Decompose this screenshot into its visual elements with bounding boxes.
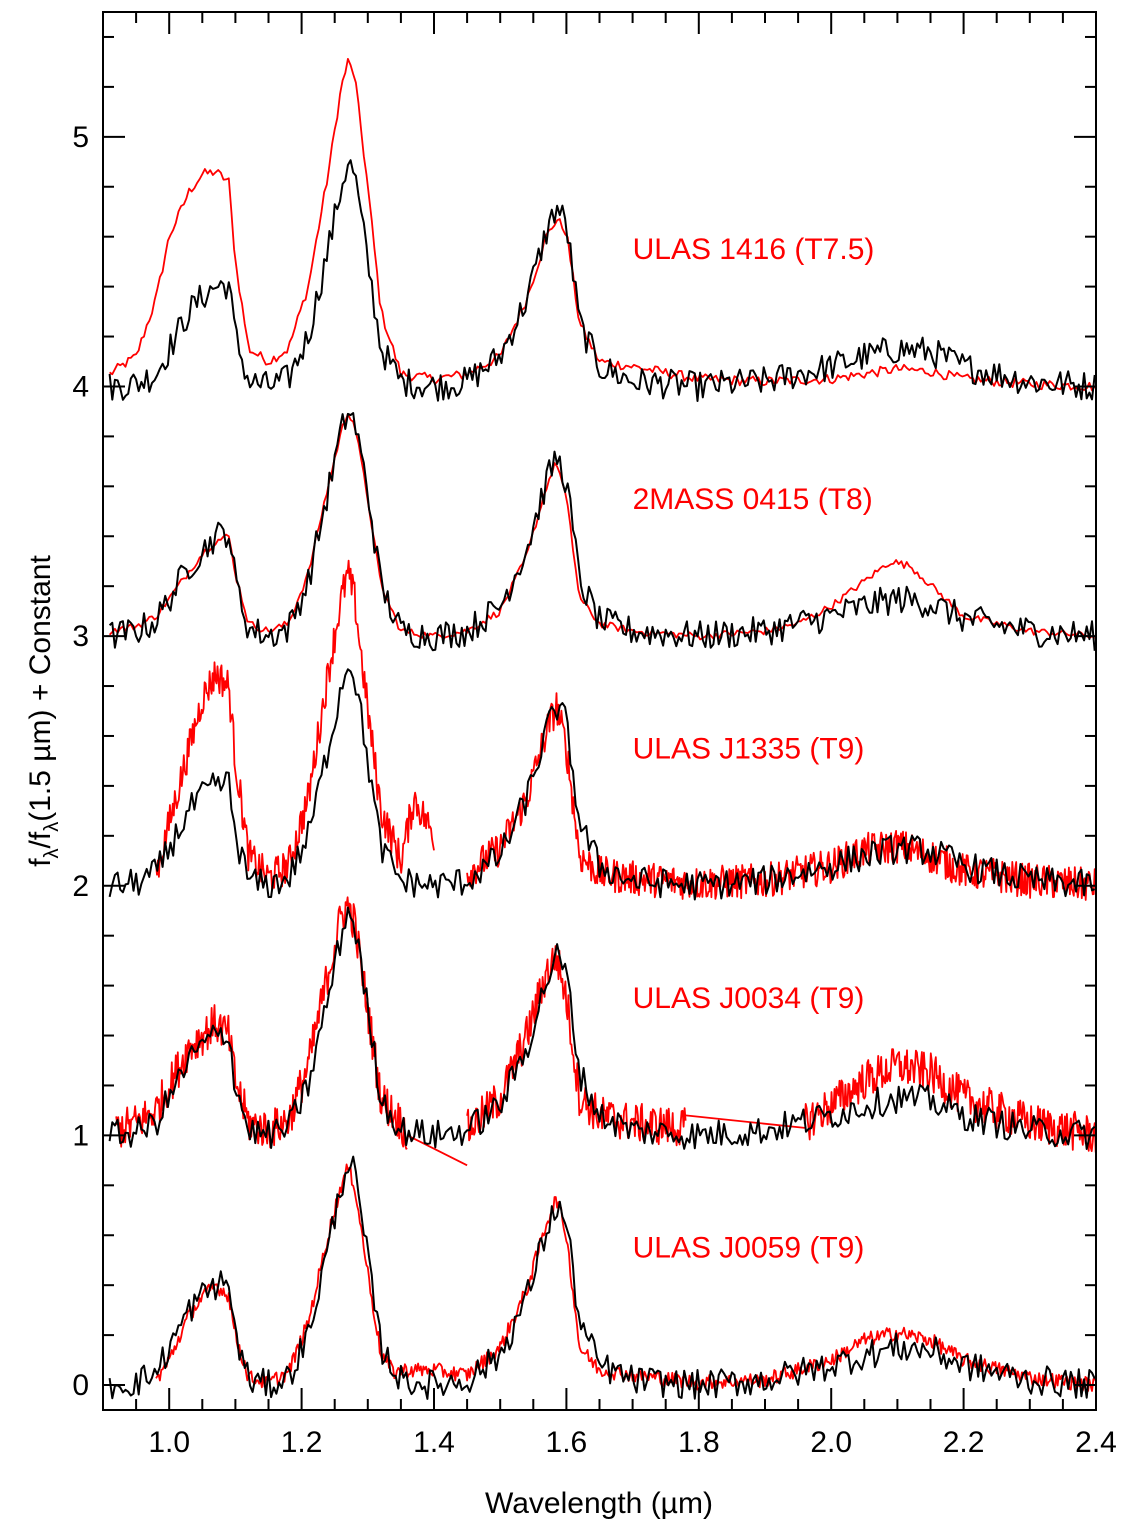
y-tick-label: 4	[72, 370, 89, 403]
x-axis-title: Wavelength (µm)	[485, 1487, 713, 1520]
series-line-3	[108, 412, 1096, 652]
x-tick-label: 1.4	[413, 1426, 455, 1459]
y-tick-label: 3	[72, 620, 89, 653]
series-line-10	[108, 1155, 1096, 1400]
x-tick-label: 1.2	[281, 1426, 323, 1459]
y-tick-label: 2	[72, 870, 89, 903]
series-layer	[108, 58, 1096, 1400]
x-tick-label: 2.0	[810, 1426, 852, 1459]
annotation-layer: ULAS 1416 (T7.5) 2MASS 0415 (T8) ULAS J133…	[633, 233, 875, 1265]
x-tick-label: 1.8	[678, 1426, 720, 1459]
series-line-7	[685, 1114, 805, 1129]
y-axis-title-sub: λ	[41, 822, 63, 832]
series-annotation: ULAS 1416 (T7.5)	[633, 233, 875, 266]
series-line-4	[466, 692, 1096, 901]
series-line-0	[109, 58, 1096, 392]
series-line-1	[108, 159, 1096, 402]
series-line-5	[108, 668, 1096, 901]
series-line-6	[115, 896, 408, 1150]
series-annotation: ULAS J0059 (T9)	[633, 1232, 865, 1265]
series-annotation: ULAS J0034 (T9)	[633, 982, 865, 1015]
series-line-6	[803, 1048, 1096, 1153]
x-tick-label: 1.0	[148, 1426, 190, 1459]
series-line-9	[155, 1163, 1096, 1392]
y-axis-title-part: f	[24, 858, 57, 867]
y-tick-label: 5	[72, 121, 89, 154]
labels-layer: 1.0 1.2 1.4 1.6 1.8 2.0 2.2 2.4 0 1 2 3 4 5	[72, 121, 1117, 1459]
series-line-7	[407, 1134, 468, 1167]
plot-frame	[102, 11, 1097, 1411]
y-axis-title-part: /f	[24, 831, 57, 848]
ticks-layer	[102, 12, 1097, 1410]
y-axis-title-part: (1.5 µm) + Constant	[24, 555, 57, 822]
series-line-2	[108, 412, 1096, 641]
series-annotation: ULAS J1335 (T9)	[633, 732, 865, 765]
x-tick-label: 2.2	[943, 1426, 985, 1459]
y-tick-label: 0	[72, 1369, 89, 1402]
y-axis-title-sub: λ	[41, 848, 63, 858]
y-tick-label: 1	[72, 1119, 89, 1152]
series-line-4	[155, 559, 435, 891]
x-tick-label: 2.4	[1075, 1426, 1117, 1459]
series-annotation: 2MASS 0415 (T8)	[633, 483, 873, 516]
y-axis-title: fλ/fλ(1.5 µm) + Constant	[24, 555, 63, 867]
x-tick-label: 1.6	[546, 1426, 588, 1459]
series-line-6	[466, 945, 687, 1147]
series-line-8	[108, 906, 1096, 1150]
